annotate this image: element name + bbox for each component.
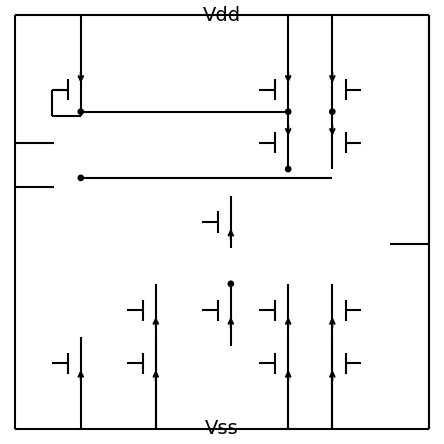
Text: Vss: Vss: [205, 419, 239, 438]
Circle shape: [228, 281, 234, 286]
Circle shape: [329, 109, 335, 115]
Circle shape: [285, 166, 291, 172]
Circle shape: [78, 109, 83, 115]
Text: Vdd: Vdd: [203, 6, 241, 25]
Circle shape: [285, 109, 291, 115]
Circle shape: [78, 175, 83, 181]
